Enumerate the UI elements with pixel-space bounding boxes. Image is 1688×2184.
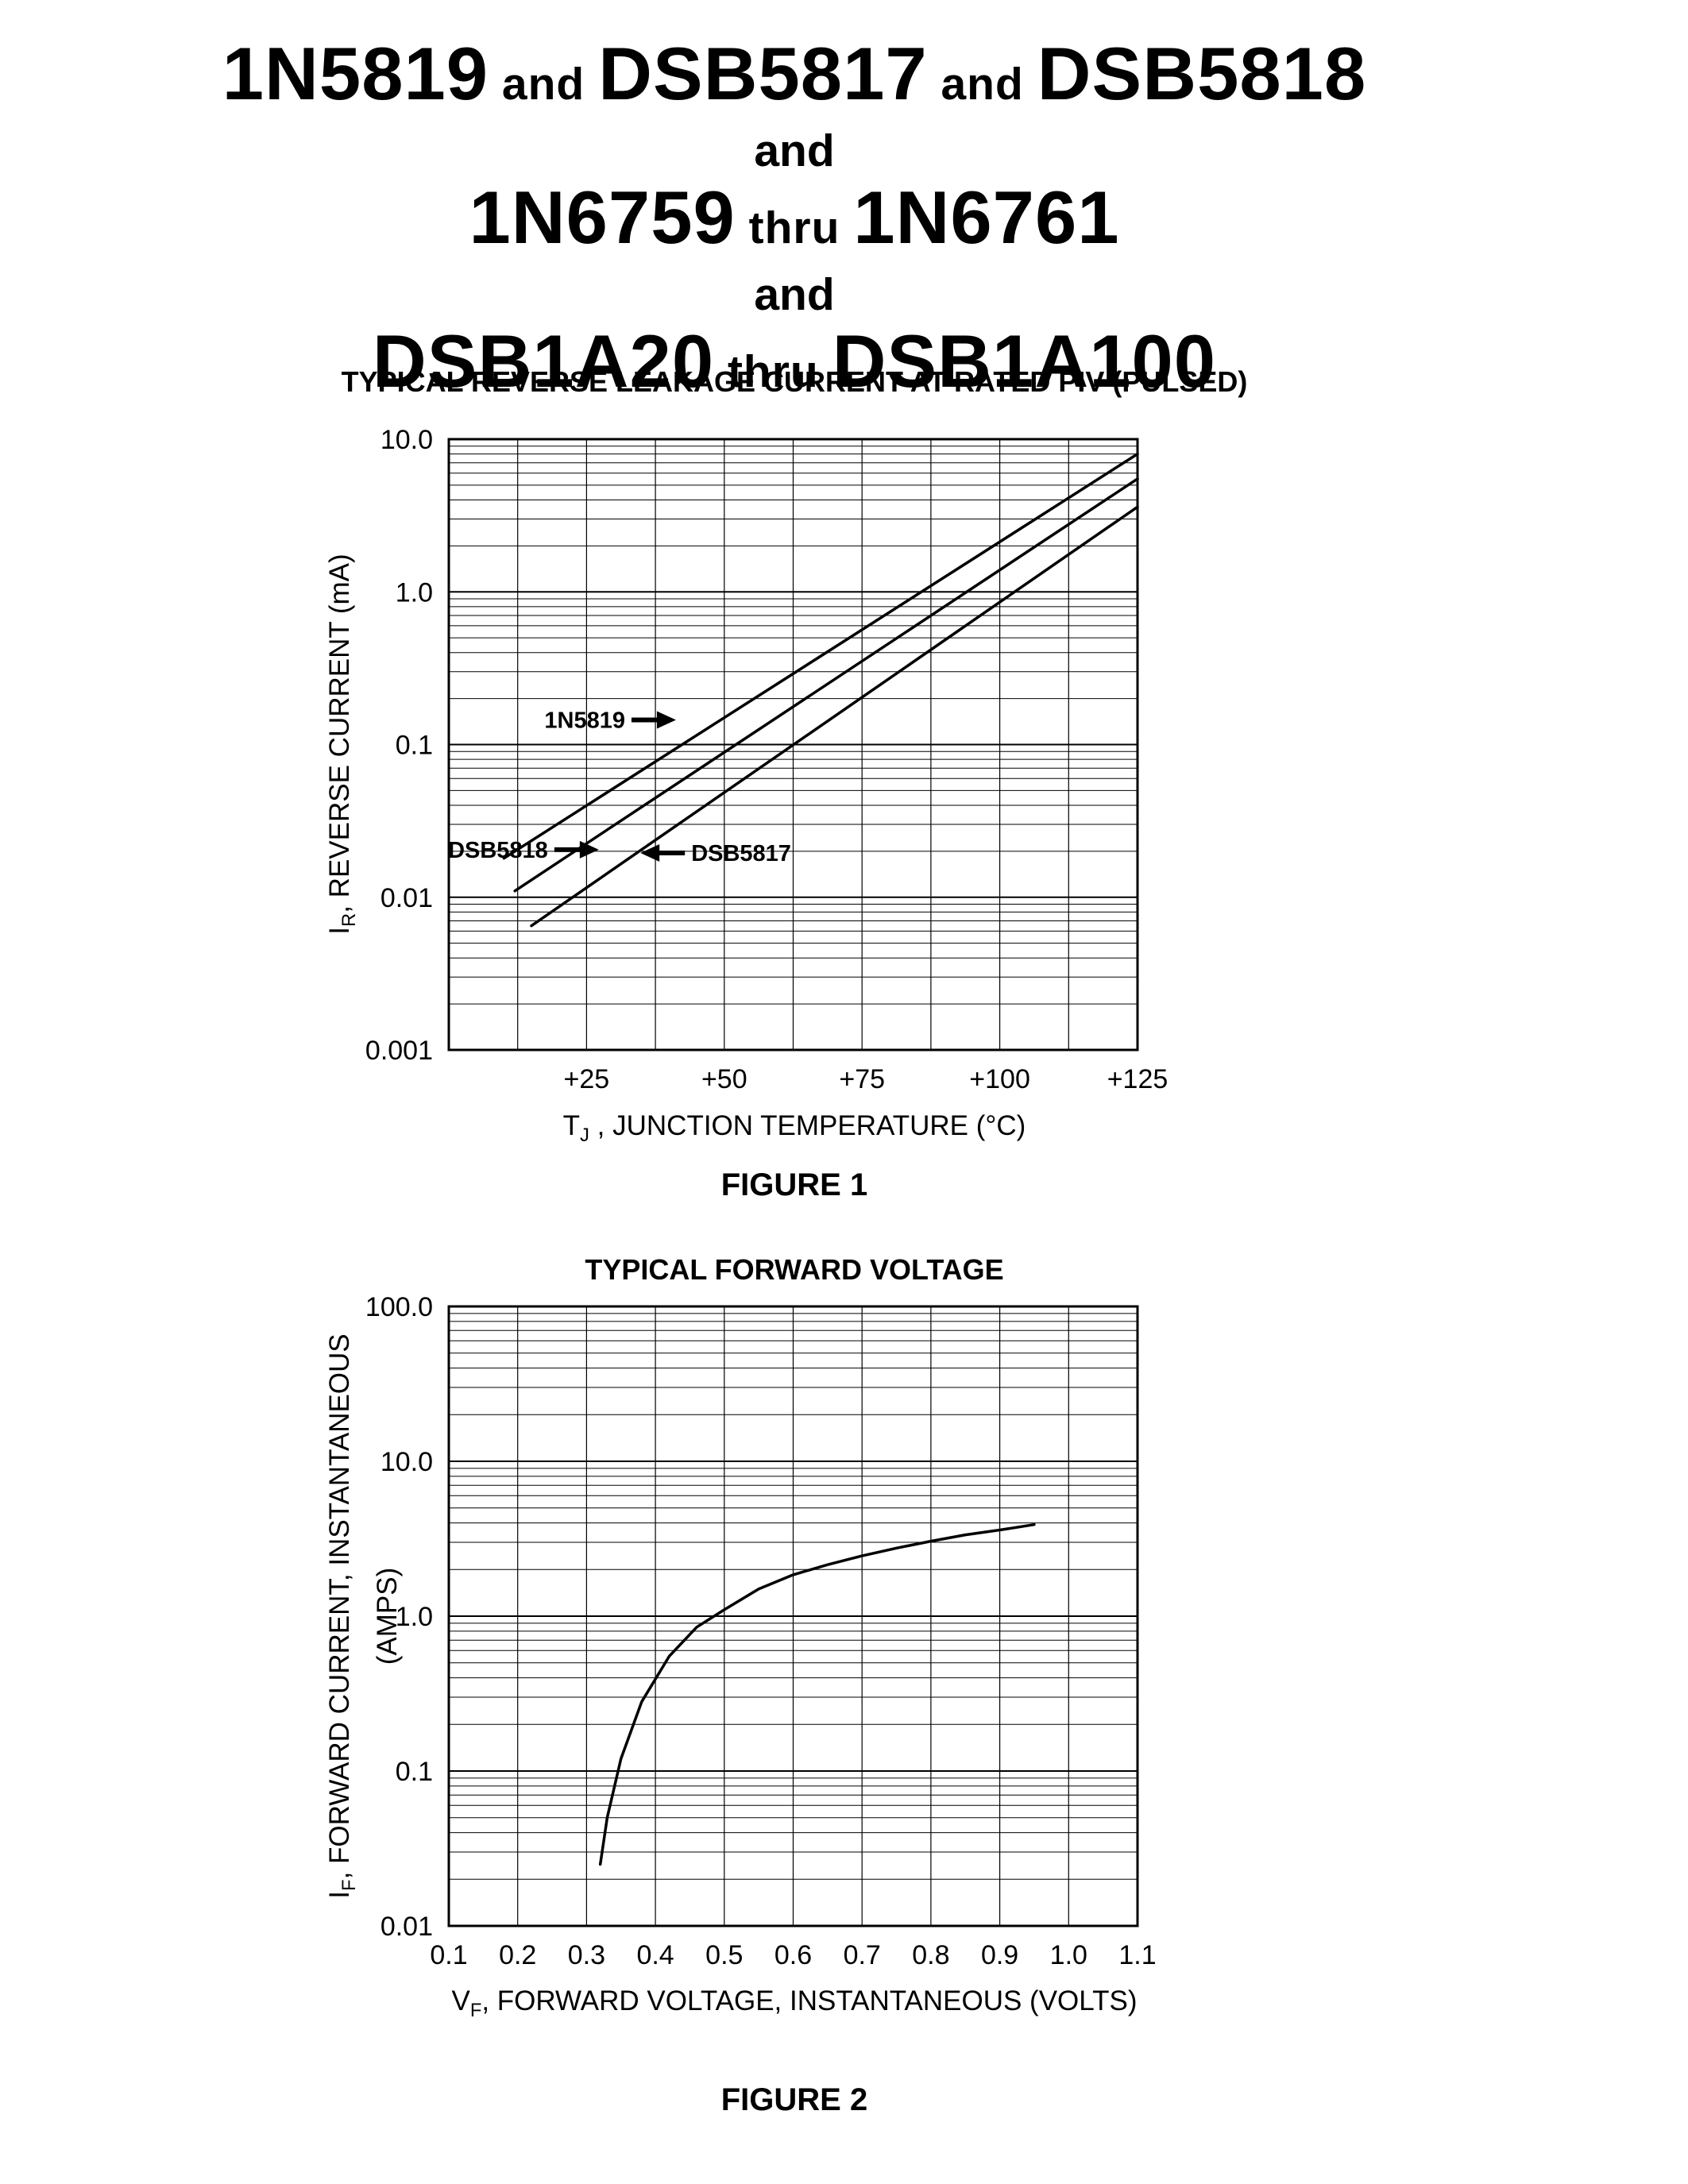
x-tick-label: +50	[701, 1064, 747, 1094]
x-tick-label: 0.7	[844, 1940, 881, 1970]
figure2-caption: FIGURE 2	[720, 2082, 868, 2117]
x-tick-label: 0.3	[568, 1940, 605, 1970]
part-number: DSB5817	[598, 32, 928, 115]
curve-label-DSB5817: DSB5817	[691, 841, 791, 866]
y-label-text: , REVERSE CURRENT (mA)	[324, 554, 355, 913]
y-symbol: I	[324, 926, 355, 935]
y-symbol: I	[324, 1890, 355, 1899]
series-forward-voltage	[598, 1522, 1036, 1866]
part-number: DSB1A20	[372, 319, 715, 403]
part-number: 1N6761	[853, 176, 1120, 259]
x-tick-label: +100	[969, 1064, 1030, 1094]
x-tick-label: 0.6	[774, 1940, 812, 1970]
x-tick-label: +125	[1107, 1064, 1168, 1094]
y-tick-label: 0.001	[365, 1036, 433, 1066]
part-number: DSB1A100	[832, 319, 1217, 403]
title-joiner: thru	[735, 203, 854, 253]
part-number: 1N5819	[222, 32, 489, 115]
plot-frame	[447, 1305, 1139, 1927]
y-tick-label: 0.01	[380, 1912, 433, 1942]
title-line-4: and	[754, 269, 835, 320]
x-tick-label: 0.1	[430, 1940, 467, 1970]
series-DSB5817	[530, 505, 1139, 928]
x-tick-label: +75	[839, 1064, 885, 1094]
figure1-caption: FIGURE 1	[720, 1167, 868, 1202]
part-number: DSB5818	[1037, 32, 1367, 115]
x-tick-label: 0.4	[636, 1940, 674, 1970]
y-tick-label: 10.0	[380, 425, 433, 455]
y-label-text: , FORWARD CURRENT, INSTANTANEOUS (AMPS)	[324, 1333, 403, 1880]
y-tick-label: 0.01	[380, 883, 433, 913]
y-symbol-subscript: F	[338, 1879, 360, 1891]
x-tick-label: 0.5	[705, 1940, 743, 1970]
title-line-2: and	[754, 125, 835, 176]
curve-label-DSB5818: DSB5818	[448, 838, 548, 863]
x-tick-label: +25	[564, 1064, 610, 1094]
y-tick-label: 1.0	[396, 577, 433, 608]
x-tick-label: 1.0	[1050, 1940, 1087, 1970]
y-symbol-subscript: R	[338, 913, 360, 927]
title-line-5: DSB1A20 thru DSB1A100	[0, 319, 1589, 414]
title-joiner: thru	[714, 346, 832, 397]
arrow-left-icon	[640, 843, 660, 862]
figure2-chart: 100.010.01.00.10.010.1 0.2 0.3 0.4 0.5 0.6 0.7…	[365, 1292, 1157, 1970]
arrow-right-icon	[579, 840, 599, 859]
x-tick-label: 0.8	[912, 1940, 949, 1970]
arrow-right-icon	[656, 711, 676, 729]
figure1-y-axis-label: IR, REVERSE CURRENT (mA)	[321, 426, 360, 1062]
figure1-chart: 10.0 1.0 0.1 0.01 0.001 +25 +50 +75 +100 +125 1N58…	[365, 425, 1168, 1094]
curve-label-1N5819: 1N5819	[544, 708, 625, 734]
figure1-title: TYPICAL REVERSE LEAKAGE CURRENT AT RATED…	[341, 365, 1248, 398]
title-joiner: and	[927, 59, 1037, 110]
series-DSB5818	[513, 477, 1139, 893]
x-symbol-subscript: F	[469, 2000, 482, 2021]
series-1N5819	[502, 452, 1139, 860]
x-tick-label: 0.9	[981, 1940, 1018, 1970]
y-tick-label: 100.0	[365, 1292, 433, 1322]
y-tick-label: 0.1	[396, 1757, 433, 1787]
figure2-x-axis-label: VF, FORWARD VOLTAGE, INSTANTANEOUS (VOLT…	[238, 1985, 1350, 2022]
x-tick-label: 1.1	[1118, 1940, 1156, 1970]
title-line-3: 1N6759 thru 1N6761	[0, 176, 1589, 270]
y-tick-label: 1.0	[396, 1602, 433, 1632]
y-tick-label: 0.1	[396, 731, 433, 761]
title-joiner: and	[489, 59, 599, 110]
x-tick-label: 0.2	[499, 1940, 536, 1970]
x-label-text: , JUNCTION TEMPERATURE (°C)	[589, 1110, 1026, 1141]
x-symbol-subscript: J	[580, 1125, 589, 1146]
y-tick-label: 10.0	[380, 1447, 433, 1477]
title-line-1: 1N5819 and DSB5817 and DSB5818	[0, 32, 1589, 126]
x-symbol: V	[451, 1985, 470, 2016]
part-number: 1N6759	[469, 176, 736, 259]
title-block: 1N5819 and DSB5817 and DSB5818 and 1N675…	[0, 32, 1589, 414]
figure2-title: TYPICAL FORWARD VOLTAGE	[585, 1253, 1004, 1286]
x-symbol: T	[562, 1110, 581, 1141]
figure2-y-axis-label: IF, FORWARD CURRENT, INSTANTANEOUS (AMPS…	[321, 1298, 403, 1934]
x-label-text: , FORWARD VOLTAGE, INSTANTANEOUS (VOLTS)	[481, 1985, 1138, 2016]
figure1-x-axis-label: TJ , JUNCTION TEMPERATURE (°C)	[238, 1110, 1350, 1147]
plot-frame	[447, 438, 1139, 1051]
